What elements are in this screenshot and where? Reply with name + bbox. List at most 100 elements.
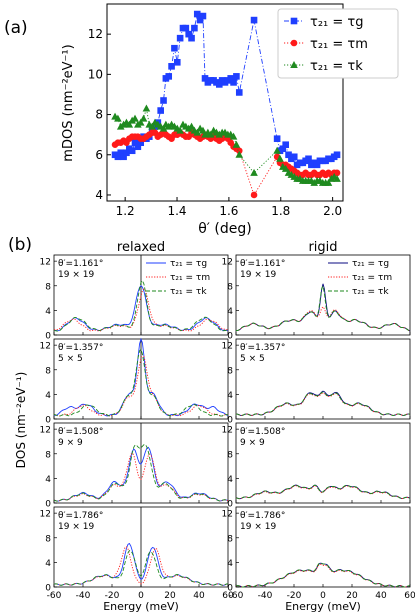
series-tau_k [111, 104, 341, 186]
grid-size-annotation: 5 × 5 [58, 354, 83, 364]
x-tick-label: -40 [258, 591, 273, 601]
data-point-tau_g [114, 153, 122, 161]
panel-b-ylabel: DOS (nm⁻²eV⁻¹) [14, 372, 28, 469]
data-point-tau_k [273, 146, 281, 154]
theta-annotation: θ′=1.786° [240, 511, 285, 521]
x-tick-label: 60 [222, 591, 234, 601]
y-tick-label: 8 [227, 534, 233, 544]
data-point-tau_g [235, 89, 243, 96]
data-point-tau_g [128, 147, 136, 155]
data-point-tau_g [215, 81, 223, 88]
y-tick-label: 12 [222, 426, 233, 436]
y-tick-label: 4 [227, 475, 233, 485]
x-tick-label: -60 [47, 591, 62, 601]
panel-a-label: (a) [4, 18, 28, 38]
data-point-tau_k [193, 128, 202, 136]
legend-entry: τ₂₁ = τg [328, 259, 389, 269]
dos-curve-2 [53, 348, 229, 417]
panel-a-ticks: 1.2 1.4 1.6 1.8 2.0 4 6 8 10 12 [88, 27, 342, 218]
data-point-tau_k [276, 154, 284, 162]
data-point-tau_g [333, 151, 341, 159]
grid-size-annotation: 9 × 9 [58, 438, 83, 448]
panel-a-ylabel: mDOS (nm⁻²eV⁻¹) [61, 44, 76, 161]
panel-b-xlabel-rigid: Energy (meV) [285, 600, 361, 613]
panel-a-legend: τ₂₁ = τg τ₂₁ = τm τ₂₁ = τk [277, 8, 399, 79]
data-point-tau_g [171, 44, 178, 52]
x-tick-label: 0 [320, 591, 326, 601]
data-point-tau_g [230, 79, 237, 86]
x-tick-label: 60 [404, 591, 415, 601]
data-point-tau_k [333, 174, 341, 182]
legend-label-tau_k: τ₂₁ = τk [310, 59, 363, 74]
y-tick-label: 4 [227, 391, 233, 401]
legend-entry: τ₂₁ = τk [146, 287, 207, 297]
grid-size-annotation: 19 × 19 [58, 270, 94, 280]
legend-entry: τ₂₁ = τm [328, 273, 392, 283]
y-tick-label: 0 [227, 500, 233, 510]
x-tick-label: 0 [138, 591, 144, 601]
data-point-tau_g [182, 24, 190, 32]
dos-curve-0 [53, 285, 229, 332]
legend-marker-tau_m [290, 39, 298, 47]
panel-b-xlabel-relaxed: Energy (meV) [103, 600, 179, 613]
legend-entry: τ₂₁ = τk [328, 287, 389, 297]
data-point-tau_g [160, 97, 167, 104]
grid-size-annotation: 9 × 9 [240, 438, 265, 448]
dos-curve-0 [235, 390, 411, 416]
y-tick-label: 4 [227, 307, 233, 317]
y-tick-label: 8 [45, 366, 51, 376]
theta-annotation: θ′=1.508° [240, 427, 285, 437]
y-tick-label: 10 [88, 67, 103, 81]
y-tick-label: 4 [45, 559, 51, 569]
data-point-tau_g [305, 155, 312, 163]
data-point-tau_k [159, 124, 168, 132]
panel-b-subplots: 0 4 8 12 θ′=1.161° 19 × 19 τ₂₁ = τg τ₂₁ = τm τ₂₁… [40, 254, 415, 601]
data-point-tau_m [250, 191, 258, 199]
x-tick-label: -60 [229, 591, 244, 601]
y-tick-label: 0 [45, 416, 51, 426]
panel-b: (b) relaxed rigid DOS (nm⁻²eV⁻¹) Energy … [8, 235, 415, 613]
data-point-tau_k [131, 114, 139, 122]
y-tick-label: 4 [95, 188, 103, 202]
x-tick-label: -20 [287, 591, 302, 601]
dos-curve-2 [235, 391, 411, 416]
theta-annotation: θ′=1.357° [240, 343, 285, 353]
data-point-tau_g [282, 141, 289, 149]
data-point-tau_k [232, 140, 241, 148]
y-tick-label: 8 [45, 282, 51, 292]
panel-a: (a) 1.2 1.4 1.6 1.8 2.0 4 6 8 10 12 mDOS (nm⁻²eV⁻… [4, 3, 399, 237]
y-tick-label: 8 [45, 450, 51, 460]
y-tick-label: 12 [40, 426, 51, 436]
grid-size-annotation: 19 × 19 [58, 522, 94, 532]
dos-curve-1 [235, 392, 411, 416]
col-title-rigid: rigid [308, 240, 337, 255]
data-point-tau_k [229, 132, 238, 140]
panel-b-label: (b) [8, 235, 32, 255]
subplot-relaxed-1: 0 4 8 12 θ′=1.357°5 × 5 [40, 337, 229, 426]
data-point-tau_k [324, 178, 333, 186]
data-point-tau_k [139, 114, 148, 122]
data-point-tau_k [136, 118, 145, 126]
dos-curve-2 [53, 550, 229, 586]
y-tick-label: 12 [222, 258, 233, 268]
x-tick-label: 20 [346, 591, 358, 601]
x-tick-label: -20 [105, 591, 120, 601]
dos-curve-1 [53, 353, 229, 417]
legend-label-tau_m: τ₂₁ = τm [310, 37, 368, 52]
theta-annotation: θ′=1.786° [58, 511, 103, 521]
data-point-tau_k [206, 130, 215, 138]
legend-label: τ₂₁ = τg [352, 259, 389, 269]
subplot-relaxed-2: 0 4 8 12 θ′=1.508°9 × 9 [40, 422, 229, 510]
theta-annotation: θ′=1.161° [240, 259, 285, 269]
data-point-tau_m [235, 147, 243, 155]
subplot-rigid-2: 0 4 8 12 θ′=1.508°9 × 9 [222, 422, 411, 510]
dos-curve-0 [235, 562, 411, 588]
data-point-tau_g [173, 58, 181, 66]
x-tick-label: 2.0 [323, 204, 342, 218]
subplot-rigid-3: 0 4 8 12 -60 -40 -20 0 20 40 60 θ′=1.786°19 × 19 [222, 506, 415, 601]
data-point-tau_g [279, 145, 287, 153]
col-title-relaxed: relaxed [117, 240, 165, 255]
y-tick-label: 12 [222, 342, 233, 352]
